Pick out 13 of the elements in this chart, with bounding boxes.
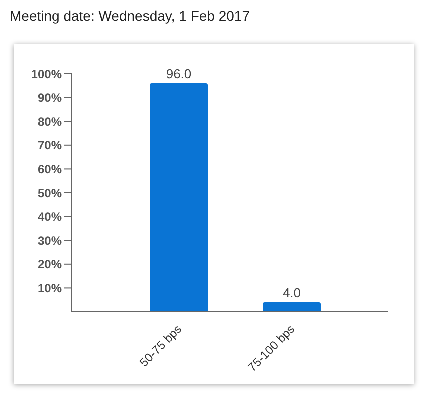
y-tick-label: 20%: [38, 258, 62, 272]
y-tick-label: 60%: [38, 162, 62, 176]
y-tick-label: 90%: [38, 91, 62, 106]
y-tick-label: 10%: [38, 281, 62, 296]
y-tick-label: 100%: [31, 67, 62, 82]
y-tick-label: 30%: [38, 234, 62, 248]
chart-title: Meeting date: Wednesday, 1 Feb 2017: [10, 8, 251, 24]
y-tick-label: 50%: [38, 186, 62, 200]
y-tick-label: 70%: [38, 138, 62, 153]
data-label: 96.0: [166, 66, 192, 82]
y-tick-label: 80%: [38, 114, 62, 129]
y-tick-label: 40%: [38, 210, 62, 224]
data-label: 4.0: [282, 285, 302, 300]
